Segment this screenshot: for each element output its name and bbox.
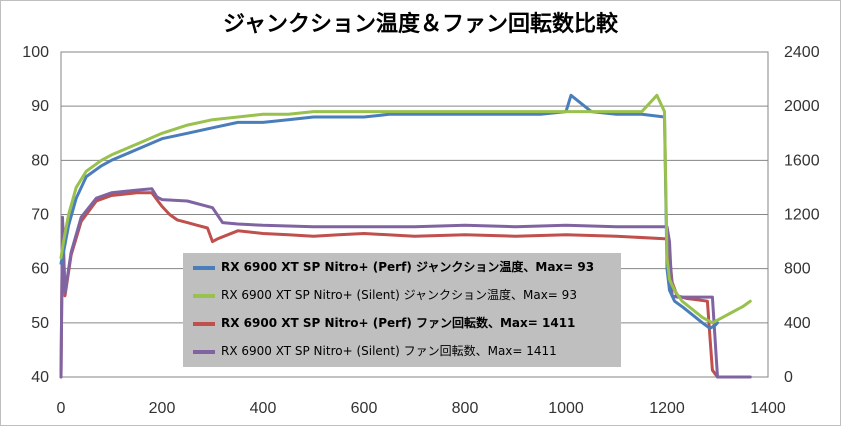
x-tick-label: 1400 (750, 400, 786, 417)
x-tick-label: 800 (452, 400, 479, 417)
y-left-tick-label: 80 (31, 152, 49, 169)
y-right-tick-label: 1200 (784, 207, 820, 224)
legend-label-perf-temp: RX 6900 XT SP Nitro+ (Perf) ジャンクション温度、Ma… (221, 260, 595, 274)
y-left-tick-label: 50 (31, 315, 49, 332)
legend-swatch-silent-temp (193, 294, 215, 298)
x-tick-label: 0 (57, 400, 66, 417)
y-left-tick-label: 60 (31, 261, 49, 278)
series-lines (59, 93, 752, 379)
x-tick-label: 600 (351, 400, 378, 417)
y-right-tick-label: 400 (784, 315, 811, 332)
legend-swatch-perf-fan (193, 322, 215, 326)
legend-swatch-silent-fan (193, 350, 215, 354)
legend-label-silent-temp: RX 6900 XT SP Nitro+ (Silent) ジャンクション温度、… (221, 288, 577, 302)
legend-item-perf-fan: RX 6900 XT SP Nitro+ (Perf) ファン回転数、Max= … (183, 312, 621, 334)
legend-item-perf-temp: RX 6900 XT SP Nitro+ (Perf) ジャンクション温度、Ma… (183, 256, 621, 278)
y-left-tick-label: 90 (31, 98, 49, 115)
y-right-tick-label: 2000 (784, 98, 820, 115)
y-left-tick-label: 100 (22, 44, 49, 61)
series-line-1 (59, 93, 752, 325)
y-right-tick-label: 2400 (784, 44, 820, 61)
y-right-tick-label: 0 (784, 369, 793, 386)
x-tick-label: 200 (149, 400, 176, 417)
y-right-tick-label: 1600 (784, 152, 820, 169)
legend-label-perf-fan: RX 6900 XT SP Nitro+ (Perf) ファン回転数、Max= … (221, 316, 576, 330)
x-tick-label: 1000 (548, 400, 584, 417)
legend-label-silent-fan: RX 6900 XT SP Nitro+ (Silent) ファン回転数、Max… (221, 344, 557, 358)
x-tick-label: 400 (250, 400, 277, 417)
legend: RX 6900 XT SP Nitro+ (Perf) ジャンクション温度、Ma… (183, 253, 621, 367)
legend-swatch-perf-temp (193, 266, 215, 270)
y-right-tick-label: 800 (784, 261, 811, 278)
y-left-tick-label: 70 (31, 207, 49, 224)
legend-item-silent-fan: RX 6900 XT SP Nitro+ (Silent) ファン回転数、Max… (183, 340, 621, 362)
x-tick-label: 1200 (649, 400, 685, 417)
chart-title: ジャンクション温度＆ファン回転数比較 (223, 12, 618, 37)
legend-item-silent-temp: RX 6900 XT SP Nitro+ (Silent) ジャンクション温度、… (183, 284, 621, 306)
series-line-0 (59, 93, 719, 330)
y-left-tick-label: 40 (31, 369, 49, 386)
series-line-3 (59, 187, 752, 379)
